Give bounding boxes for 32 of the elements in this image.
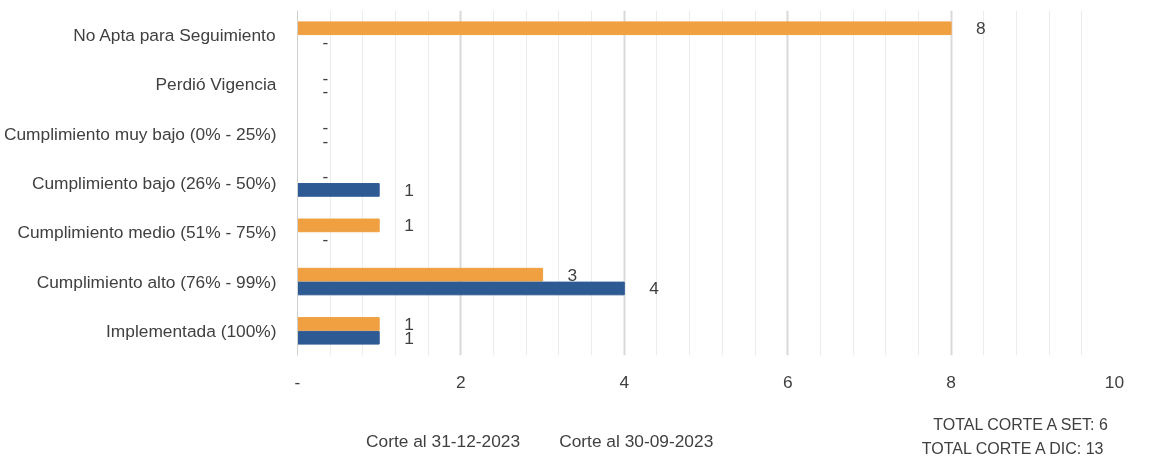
y-tick-label: Cumplimiento alto (76% - 99%) — [36, 271, 277, 292]
bar — [297, 21, 952, 36]
data-label: - — [322, 32, 329, 53]
y-tick-label: No Apta para Seguimiento — [73, 25, 276, 46]
bar — [297, 330, 380, 345]
text: TOTAL CORTE A DIC: 13 — [921, 440, 1104, 457]
x-tick-label: 10 — [1104, 371, 1125, 392]
data-label: 4 — [649, 278, 660, 299]
y-tick-label: Cumplimiento medio (51% - 75%) — [17, 222, 277, 243]
bar — [297, 218, 380, 233]
text: Corte al 31-12-2023 — [366, 431, 521, 452]
bar — [297, 183, 380, 197]
data-label: 1 — [404, 215, 414, 236]
x-tick-label: 4 — [619, 371, 630, 392]
x-tick-label: 8 — [946, 371, 956, 392]
x-tick-label: 2 — [456, 371, 466, 392]
data-label: - — [322, 166, 329, 187]
y-tick-label: Perdió Vigencia — [155, 74, 277, 95]
bar — [297, 281, 625, 296]
data-label: 1 — [404, 179, 414, 200]
y-tick-label: Cumplimiento bajo (26% - 50%) — [31, 173, 277, 193]
text: TOTAL CORTE A SET: 6 — [933, 416, 1108, 433]
x-tick-label: - — [294, 371, 301, 392]
bar — [297, 267, 544, 282]
text: Corte al 30-09-2023 — [559, 431, 714, 452]
x-tick-label: 6 — [782, 371, 793, 392]
data-label: - — [322, 229, 329, 250]
data-label: 3 — [567, 264, 578, 285]
bar — [297, 317, 380, 331]
y-tick-label: Cumplimiento muy bajo (0% - 25%) — [3, 123, 277, 144]
y-tick-label: Implementada (100%) — [106, 320, 277, 341]
data-label: 8 — [976, 18, 986, 39]
